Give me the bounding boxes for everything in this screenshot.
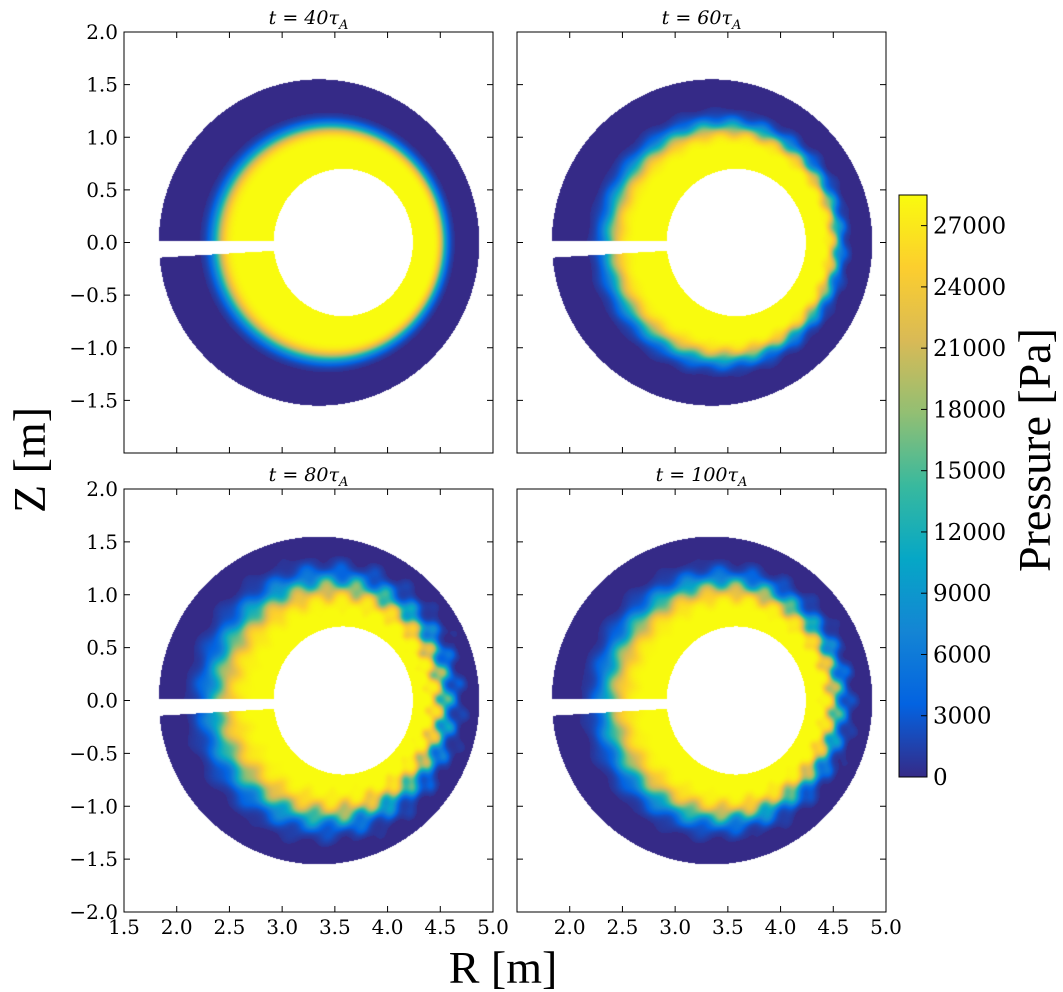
- y-tick-label: −2.0: [69, 900, 118, 924]
- x-tick-label: 4.5: [424, 915, 456, 939]
- panel-title-prefix: t = 40: [269, 7, 329, 29]
- panel-title-subscript: A: [338, 475, 348, 490]
- panel-60: t = 60τA: [516, 7, 887, 454]
- x-tick-label: 2.5: [214, 915, 246, 939]
- panel-title-prefix: t = 100: [656, 464, 728, 486]
- colorbar-tick-label: 3000: [933, 704, 992, 730]
- panels-group: −1.5−1.0−0.50.00.51.01.52.0t = 40τA t = 6…: [69, 7, 901, 939]
- panel-80: 1.5 2.0 2.5 3.0 3.5 4.0 4.5 5.0 −2.0 −1.5 −1.0 −0.5…: [69, 464, 508, 939]
- colorbar-gradient: [898, 194, 928, 778]
- panel-title: t = 60τA: [662, 7, 742, 33]
- x-tick-label: 5.0: [477, 915, 509, 939]
- pressure-map-60: [517, 32, 886, 453]
- y-tick-label: −1.5: [69, 847, 118, 871]
- panel-title-symbol: τ: [721, 7, 732, 29]
- y-tick-label: 0.0: [86, 231, 118, 255]
- panel-title-symbol: τ: [328, 7, 339, 29]
- y-tick-label: 1.5: [86, 530, 118, 554]
- y-axis-label: Z [m]: [4, 407, 55, 513]
- y-tick-label: 0.0: [86, 689, 118, 713]
- x-tick-label: 2.0: [554, 915, 586, 939]
- y-tick-label: 1.0: [86, 583, 118, 607]
- y-tick-label: 1.5: [86, 73, 118, 97]
- x-axis-label: R [m]: [449, 942, 558, 992]
- x-tick-label: 3.5: [712, 915, 744, 939]
- colorbar-tick-label: 12000: [933, 520, 1006, 546]
- panel-title-symbol: τ: [328, 464, 339, 486]
- panel-title-prefix: t = 60: [662, 7, 722, 29]
- x-tick-label: 5.0: [870, 915, 902, 939]
- x-tick-label: 2.0: [161, 915, 193, 939]
- y-tick-label: 0.5: [86, 636, 118, 660]
- panel-40: −1.5 −1.0 −0.5 0.0 0.5 1.0 1.5 2.0 t = 40τA: [69, 7, 494, 454]
- y-tick-label: −1.5: [69, 388, 118, 412]
- panel-title-subscript: A: [737, 475, 747, 490]
- colorbar-tick-label: 27000: [933, 214, 1006, 240]
- y-tick-label: −1.0: [69, 794, 118, 818]
- x-tick-label: 4.0: [372, 915, 404, 939]
- colorbar-tick-label: 9000: [933, 581, 992, 607]
- panel-100: 2.0 2.5 3.0 3.5 4.0 4.5 5.0 t = 100τA: [516, 464, 902, 939]
- y-tick-label: −0.5: [69, 741, 118, 765]
- colorbar: 0 3000 6000 9000 12000 15000 18000 21000 24000 27…: [898, 194, 1006, 791]
- y-tick-label: 2.0: [86, 477, 118, 501]
- colorbar-tick-label: 15000: [933, 459, 1006, 485]
- colorbar-tick-label: 24000: [933, 275, 1006, 301]
- colorbar-label: Pressure [Pa]: [1009, 328, 1060, 572]
- panel-title-symbol: τ: [728, 464, 739, 486]
- y-tick-label: 2.0: [86, 20, 118, 44]
- colorbar-tick-label: 21000: [933, 336, 1006, 362]
- y-tick-label: −0.5: [69, 283, 118, 307]
- pressure-map-40: [124, 32, 493, 453]
- y-tick-label: 1.0: [86, 125, 118, 149]
- x-tick-label: 3.5: [319, 915, 351, 939]
- panel-title: t = 40τA: [269, 7, 349, 33]
- y-tick-label: −1.0: [69, 336, 118, 360]
- y-tick-label: 0.5: [86, 178, 118, 202]
- panel-title: t = 100τA: [656, 464, 748, 490]
- panel-title-prefix: t = 80: [269, 464, 329, 486]
- panel-title: t = 80τA: [269, 464, 349, 490]
- colorbar-tick-label: 6000: [933, 642, 992, 668]
- pressure-map-100: [517, 489, 886, 912]
- x-tick-label: 3.0: [659, 915, 691, 939]
- panel-title-subscript: A: [731, 18, 741, 33]
- panel-title-subscript: A: [338, 18, 348, 33]
- x-tick-label: 4.0: [765, 915, 797, 939]
- pressure-map-80: [124, 489, 493, 912]
- colorbar-tick-label: 0: [933, 765, 948, 791]
- x-tick-label: 1.5: [108, 915, 140, 939]
- x-tick-label: 2.5: [607, 915, 639, 939]
- colorbar-tick-label: 18000: [933, 397, 1006, 423]
- x-tick-label: 3.0: [266, 915, 298, 939]
- x-tick-label: 4.5: [817, 915, 849, 939]
